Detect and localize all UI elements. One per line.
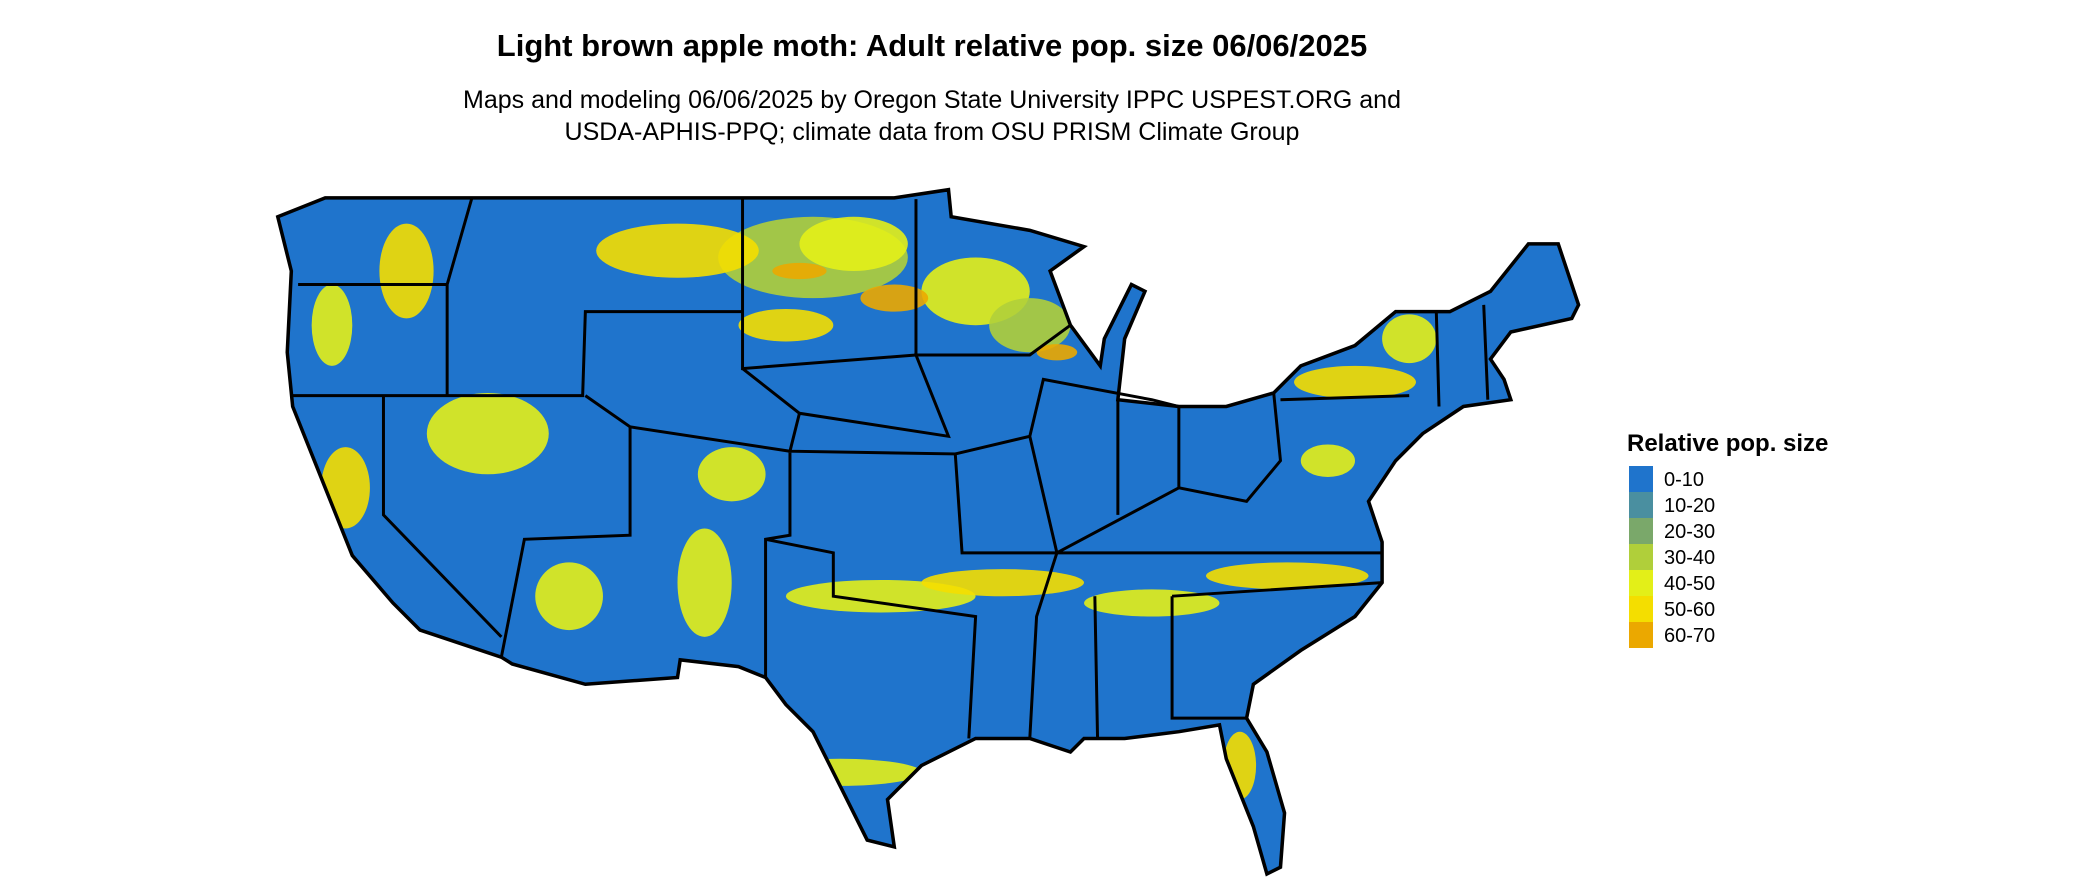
legend-swatch bbox=[1629, 492, 1653, 518]
state-borders bbox=[276, 188, 1580, 876]
legend-label: 10-20 bbox=[1664, 495, 1715, 517]
pop-area bbox=[1294, 365, 1416, 399]
pop-area bbox=[758, 758, 922, 786]
legend-swatch bbox=[1629, 570, 1653, 596]
map-subtitle: USDA-APHIS-PPQ; climate data from OSU PR… bbox=[565, 118, 1300, 146]
legend-swatch bbox=[1629, 518, 1653, 544]
pop-area bbox=[311, 284, 353, 366]
pop-area bbox=[535, 562, 603, 631]
pop-area bbox=[697, 447, 766, 502]
legend: 0-10 10-20 20-30 30-40 40-50 50-60 60-70 bbox=[1629, 466, 1715, 648]
pop-area bbox=[921, 569, 1084, 597]
pop-area bbox=[321, 447, 370, 529]
legend-label: 50-60 bbox=[1664, 599, 1715, 621]
pop-area bbox=[1036, 344, 1078, 361]
pop-area bbox=[596, 223, 759, 278]
pop-area bbox=[1205, 562, 1369, 590]
legend-label: 0-10 bbox=[1664, 469, 1704, 491]
pop-area bbox=[772, 262, 827, 280]
pop-area bbox=[1154, 325, 1204, 393]
pop-area bbox=[1382, 314, 1437, 364]
map-title: Light brown apple moth: Adult relative p… bbox=[497, 28, 1367, 63]
pop-area bbox=[799, 216, 908, 271]
pop-area bbox=[379, 223, 434, 319]
pop-area bbox=[1300, 444, 1355, 477]
pop-area bbox=[426, 392, 549, 475]
legend-label: 20-30 bbox=[1664, 521, 1715, 543]
pop-area bbox=[738, 308, 834, 342]
legend-label: 60-70 bbox=[1664, 625, 1715, 647]
legend-label: 40-50 bbox=[1664, 573, 1715, 595]
legend-label: 30-40 bbox=[1664, 547, 1715, 569]
map-subtitle: Maps and modeling 06/06/2025 by Oregon S… bbox=[463, 86, 1401, 114]
pop-area bbox=[677, 528, 732, 637]
legend-swatch bbox=[1629, 544, 1653, 570]
pop-area bbox=[989, 298, 1071, 353]
pop-area bbox=[860, 284, 929, 312]
legend-swatch bbox=[1629, 622, 1653, 648]
legend-title: Relative pop. size bbox=[1627, 430, 1828, 457]
legend-swatch bbox=[1629, 466, 1653, 492]
legend-swatch bbox=[1629, 596, 1653, 622]
